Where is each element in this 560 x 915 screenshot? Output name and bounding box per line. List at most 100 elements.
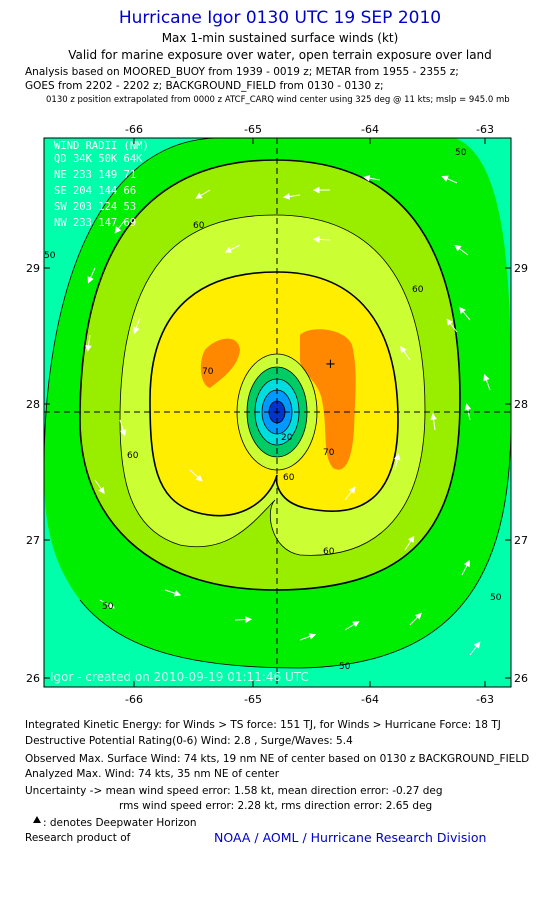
wind-vector-arrowhead bbox=[363, 174, 371, 182]
wind-vector-arrowhead bbox=[464, 403, 472, 411]
uncertainty-line2: rms wind speed error: 2.28 kt, rms direc… bbox=[119, 800, 433, 812]
contour-label-50-bottom: 50 bbox=[339, 662, 351, 672]
lon-tick-bottom-64: -64 bbox=[361, 693, 379, 706]
plot-frame bbox=[43, 137, 512, 688]
lat-tick-right-27: 27 bbox=[514, 534, 528, 547]
wind-vector-arrowhead bbox=[98, 486, 105, 495]
lon-tick-top-64: -64 bbox=[361, 123, 379, 136]
wind-vector-arrowhead bbox=[407, 535, 415, 544]
contour-label-60-bottom: 60 bbox=[323, 547, 335, 557]
wind-vector-arrowhead bbox=[133, 326, 140, 335]
wind-vector-arrowhead bbox=[441, 175, 449, 182]
contour-64kt-inner bbox=[149, 271, 399, 517]
wind-contour-fill: 50 50 50 50 50 60 60 60 60 60 70 70 20 +… bbox=[44, 138, 511, 687]
wind-vector-arrowhead bbox=[430, 413, 437, 421]
lat-tick-left-29: 29 bbox=[26, 262, 40, 275]
wind-radii-ne: NE 233 149 71 bbox=[54, 169, 136, 181]
hrd-credit-link[interactable]: NOAA / AOML / Hurricane Research Divisio… bbox=[214, 830, 487, 845]
lon-tick-top-66: -66 bbox=[125, 123, 143, 136]
longitude-ticks-bottom: -66 -65 -64 -63 bbox=[125, 693, 494, 706]
wind-vector-arrowhead bbox=[283, 193, 291, 200]
wind-vector-arrowhead bbox=[454, 244, 462, 252]
observed-max-wind-line: Observed Max. Surface Wind: 74 kts, 19 n… bbox=[25, 753, 530, 765]
contour-label-60-top: 60 bbox=[193, 221, 205, 231]
contour-50kt-west bbox=[44, 138, 221, 471]
contour-64kt bbox=[79, 159, 461, 591]
deepwater-horizon-legend: : denotes Deepwater Horizon bbox=[43, 817, 197, 829]
contour-label-50-top: 50 bbox=[455, 148, 467, 158]
wind-vector-arrowhead bbox=[245, 616, 253, 623]
contour-label-50-sw: 50 bbox=[102, 602, 114, 612]
ike-line: Integrated Kinetic Energy: for Winds > T… bbox=[25, 719, 501, 731]
wind-vector-arrowhead bbox=[85, 344, 92, 352]
wind-vector-arrowhead bbox=[224, 246, 233, 253]
wind-vector-arrowhead bbox=[393, 453, 401, 461]
lat-tick-left-27: 27 bbox=[26, 534, 40, 547]
lat-tick-left-26: 26 bbox=[26, 672, 40, 685]
lat-tick-right-28: 28 bbox=[514, 398, 528, 411]
lon-tick-bottom-63: -63 bbox=[476, 693, 494, 706]
deepwater-horizon-icon bbox=[33, 816, 41, 823]
analysis-position-note: 0130 z position extrapolated from 0000 z… bbox=[46, 95, 510, 105]
map-subtitle-winds: Max 1-min sustained surface winds (kt) bbox=[161, 31, 399, 45]
wind-vector-arrowhead bbox=[87, 276, 94, 284]
wind-vector-arrowhead bbox=[463, 559, 470, 568]
wind-vector-arrowhead bbox=[308, 633, 317, 640]
wind-vector-arrowhead bbox=[195, 474, 203, 482]
wind-vector-arrowhead bbox=[414, 612, 422, 620]
wind-vectors bbox=[85, 174, 491, 656]
analyzed-max-wind-line: Analyzed Max. Wind: 74 kts, 35 nm NE of … bbox=[25, 768, 280, 780]
wind-vector-arrowhead bbox=[312, 186, 320, 194]
analysis-sources-line1: Analysis based on MOORED_BUOY from 1939 … bbox=[25, 66, 459, 78]
wind-radii-se: SE 204 144 66 bbox=[54, 185, 136, 197]
axis-ticks bbox=[44, 138, 511, 687]
wind-vector-arrowhead bbox=[119, 429, 127, 437]
contour-label-50-left: 50 bbox=[44, 251, 56, 261]
wind-radii-sw: SW 203 124 53 bbox=[54, 201, 136, 213]
lat-tick-left-28: 28 bbox=[26, 398, 40, 411]
wind-band-80kt-right bbox=[300, 329, 356, 470]
contour-60kt bbox=[119, 214, 426, 556]
contour-label-70-right: 70 bbox=[323, 448, 335, 458]
latitude-ticks-left: 29 28 27 26 bbox=[26, 262, 40, 685]
wind-vector-arrowhead bbox=[352, 621, 360, 628]
lat-tick-right-26: 26 bbox=[514, 672, 528, 685]
contour-50kt-south bbox=[79, 419, 511, 669]
destructive-potential-line: Destructive Potential Rating(0-6) Wind: … bbox=[25, 735, 353, 747]
lat-tick-right-29: 29 bbox=[514, 262, 528, 275]
wind-radii-heading: WIND RADII (NM) bbox=[54, 140, 149, 152]
contour-label-50-right: 50 bbox=[490, 593, 502, 603]
wind-vector-arrowhead bbox=[173, 590, 182, 597]
wind-vector-arrowhead bbox=[195, 192, 203, 199]
wind-vector-arrowhead bbox=[483, 373, 490, 382]
contour-label-20: 20 bbox=[281, 433, 293, 443]
wind-vector-arrowhead bbox=[446, 318, 454, 326]
wind-vector-arrowhead bbox=[473, 641, 481, 649]
contour-labels: 50 50 50 50 50 60 60 60 60 60 70 70 20 bbox=[44, 148, 502, 672]
contour-label-60-left: 60 bbox=[127, 451, 139, 461]
research-product-label: Research product of bbox=[25, 832, 131, 844]
uncertainty-line1: Uncertainty -> mean wind speed error: 1.… bbox=[25, 785, 443, 797]
creation-watermark: Igor - created on 2010-09-19 01:11:46 UT… bbox=[50, 670, 309, 684]
wind-vector-arrowhead bbox=[114, 226, 122, 234]
wind-vector-arrowhead bbox=[348, 486, 356, 494]
contour-label-70-left: 70 bbox=[202, 367, 214, 377]
lon-tick-bottom-66: -66 bbox=[125, 693, 143, 706]
lon-tick-bottom-65: -65 bbox=[244, 693, 262, 706]
max-wind-marker: + bbox=[325, 357, 336, 372]
wind-vector-arrowhead bbox=[459, 306, 466, 315]
wind-radii-columns: QD 34K 50K 64K bbox=[54, 153, 143, 165]
contour-label-60-right: 60 bbox=[412, 285, 424, 295]
wind-vector-arrowhead bbox=[312, 236, 320, 243]
wind-radii-table: WIND RADII (NM) QD 34K 50K 64K NE 233 14… bbox=[54, 140, 149, 229]
contour-label-60-inner: 60 bbox=[283, 473, 295, 483]
lon-tick-top-63: -63 bbox=[476, 123, 494, 136]
latitude-ticks-right: 29 28 27 26 bbox=[514, 262, 528, 685]
analysis-sources-line2: GOES from 2202 - 2202 z; BACKGROUND_FIEL… bbox=[25, 80, 384, 92]
wind-vector-arrowhead bbox=[107, 602, 115, 609]
longitude-ticks-top: -66 -65 -64 -63 bbox=[125, 123, 494, 136]
wind-radii-nw: NW 233 147 69 bbox=[54, 217, 136, 229]
map-title: Hurricane Igor 0130 UTC 19 SEP 2010 bbox=[118, 8, 442, 28]
lon-tick-top-65: -65 bbox=[244, 123, 262, 136]
